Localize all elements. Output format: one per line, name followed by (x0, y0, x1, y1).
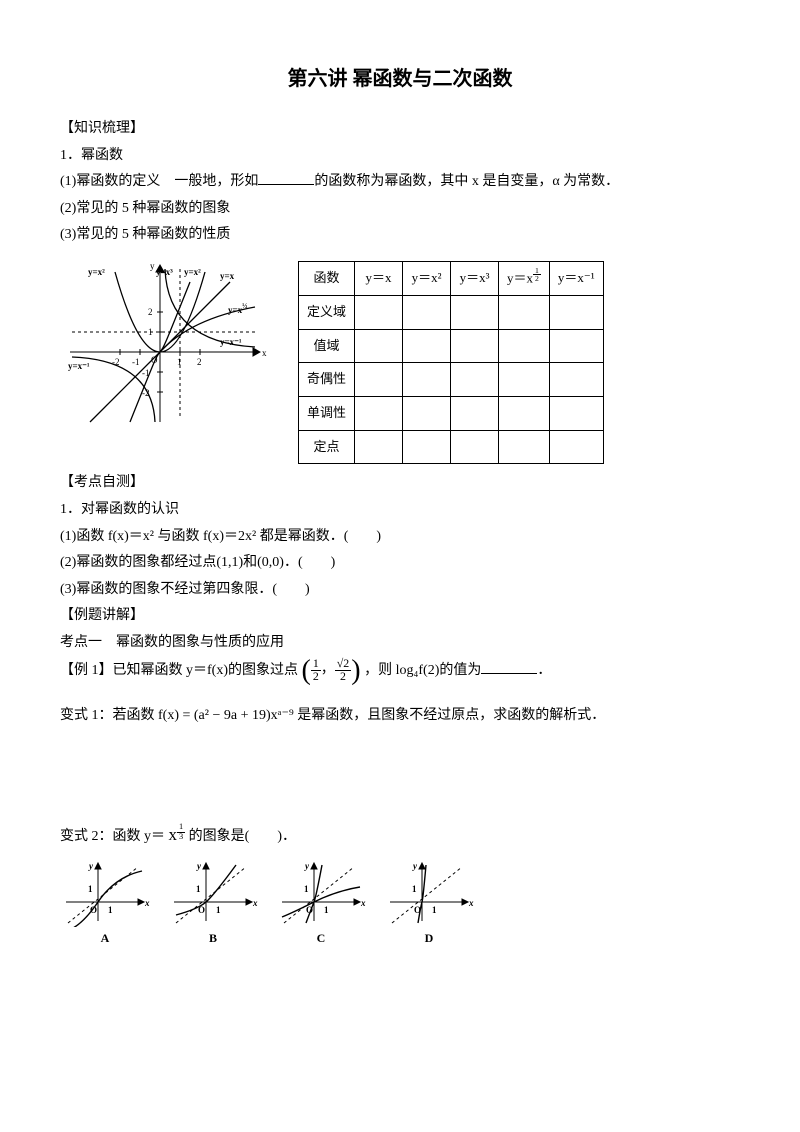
ax: x (144, 898, 150, 908)
tick-n1: -1 (132, 357, 140, 367)
choice-a: O 1 x y 1 A (60, 857, 150, 950)
a1: 1 (108, 905, 113, 915)
lbl-yx12: y=x½ (228, 302, 247, 315)
lbl-yx2-r: y=x² (184, 267, 201, 277)
dx: x (468, 898, 474, 908)
ex1-point: ( 12 ， √22 ) (302, 657, 361, 685)
cy: y (304, 861, 310, 871)
table-row: 值域 (299, 329, 604, 363)
lbl-yx2-l: y=x² (88, 267, 105, 277)
section-examples: 【例题讲解】 (60, 603, 740, 630)
var2-a: 变式 2：函数 y＝ (60, 829, 169, 844)
oa: O (90, 905, 97, 915)
lbl-yxm1-r: y=x⁻¹ (220, 337, 242, 347)
s1-2: (2)幂函数的图象都经过点(1,1)和(0,0)．( ) (60, 550, 740, 577)
od: O (414, 905, 421, 915)
s1-1: (1)函数 f(x)＝x² 与函数 f(x)＝2x² 都是幂函数．( ) (60, 524, 740, 551)
s1-3: (3)幂函数的图象不经过第四象限．( ) (60, 577, 740, 604)
choice-b-label: B (168, 927, 258, 950)
table-header-row: 函数 y＝x y＝x² y＝x³ y＝x12 y＝x⁻¹ (299, 261, 604, 295)
th-yx: y＝x (355, 261, 403, 295)
row-parity: 奇偶性 (299, 363, 355, 397)
by: y (196, 861, 202, 871)
choice-a-label: A (60, 927, 150, 950)
a1y: 1 (88, 884, 93, 894)
table-row: 定义域 (299, 295, 604, 329)
choice-c: O 1 x y 1 C (276, 857, 366, 950)
dy: y (412, 861, 418, 871)
c1y: 1 (304, 884, 309, 894)
choice-d-label: D (384, 927, 474, 950)
choice-d: O 1 x y 1 D (384, 857, 474, 950)
row-fixed: 定点 (299, 430, 355, 464)
var2-b: 的图象是( )． (189, 829, 296, 844)
choice-graphs: O 1 x y 1 A O 1 x y 1 B (60, 857, 740, 950)
table-row: 奇偶性 (299, 363, 604, 397)
axis-y-label: y (150, 261, 155, 271)
k1-1a: (1)幂函数的定义 一般地，形如 (60, 174, 258, 189)
ex1-b: ，则 log₄f(2)的值为 (364, 663, 481, 678)
ex-point: 考点一 幂函数的图象与性质的应用 (60, 630, 740, 657)
d1: 1 (432, 905, 437, 915)
choice-b: O 1 x y 1 B (168, 857, 258, 950)
c1: 1 (324, 905, 329, 915)
d1y: 1 (412, 884, 417, 894)
power-graph: x y O 1 2 -2 -1 1 2 -1 -2 (60, 257, 270, 438)
row-domain: 定义域 (299, 295, 355, 329)
k1-2: (2)常见的 5 种幂函数的图象 (60, 196, 740, 223)
tick-2: 2 (197, 357, 202, 367)
ay: y (88, 861, 94, 871)
row-range: 值域 (299, 329, 355, 363)
ex1-a: 【例 1】已知幂函数 y＝f(x)的图象过点 (60, 663, 298, 678)
th-yxm1: y＝x⁻¹ (549, 261, 603, 295)
section-knowledge: 【知识梳理】 (60, 116, 740, 143)
section-selftest: 【考点自测】 (60, 470, 740, 497)
th-yx12: y＝x12 (499, 261, 550, 295)
b1: 1 (216, 905, 221, 915)
th-yx2: y＝x² (403, 261, 451, 295)
variant-2: 变式 2：函数 y＝ x13 的图象是( )． (60, 819, 740, 851)
ytick-2: 2 (148, 307, 153, 317)
blank-ex1 (481, 660, 537, 674)
k1-3: (3)常见的 5 种幂函数的性质 (60, 222, 740, 249)
tick-1: 1 (177, 357, 182, 367)
table-row: 单调性 (299, 397, 604, 431)
s1: 1．对幂函数的认识 (60, 497, 740, 524)
axis-x-label: x (262, 348, 267, 358)
b1y: 1 (196, 884, 201, 894)
lbl-yxm1-l: y=x⁻¹ (68, 361, 90, 371)
th-func: 函数 (299, 261, 355, 295)
row-mono: 单调性 (299, 397, 355, 431)
oc: O (306, 905, 313, 915)
choice-c-label: C (276, 927, 366, 950)
k1: 1．幂函数 (60, 143, 740, 170)
bx: x (252, 898, 258, 908)
ob: O (198, 905, 205, 915)
properties-table: 函数 y＝x y＝x² y＝x³ y＝x12 y＝x⁻¹ 定义域 值域 奇偶性 … (298, 261, 604, 464)
page-title: 第六讲 幂函数与二次函数 (60, 60, 740, 98)
k1-1b: 的函数称为幂函数，其中 x 是自变量，α 为常数． (314, 174, 619, 189)
cx: x (360, 898, 366, 908)
th-yx3: y＝x³ (451, 261, 499, 295)
variant-1: 变式 1：若函数 f(x) = (a² − 9a + 19)xᵃ⁻⁹ 是幂函数，… (60, 703, 740, 730)
table-row: 定点 (299, 430, 604, 464)
example-1: 【例 1】已知幂函数 y＝f(x)的图象过点 ( 12 ， √22 ) ，则 l… (60, 657, 740, 685)
var2-base: x (169, 825, 178, 844)
blank-def (258, 171, 314, 185)
lbl-yx: y=x (220, 271, 235, 281)
ex1-c: ． (537, 663, 551, 678)
lbl-yx3: y=x³ (156, 267, 173, 277)
k1-1: (1)幂函数的定义 一般地，形如 的函数称为幂函数，其中 x 是自变量，α 为常数… (60, 169, 740, 196)
graph-and-table-row: x y O 1 2 -2 -1 1 2 -1 -2 (60, 257, 740, 464)
